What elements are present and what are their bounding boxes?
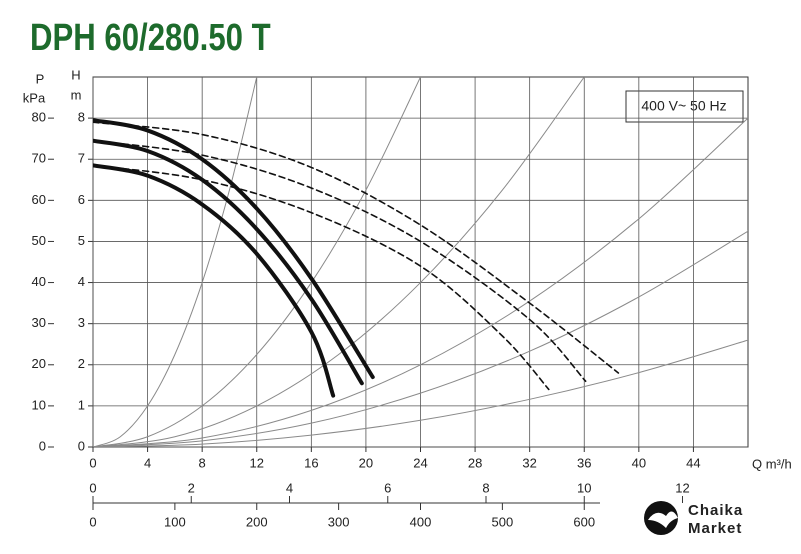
x3-tick-label: 400: [410, 514, 432, 529]
curve: [93, 163, 336, 398]
x2-tick-label: 8: [482, 480, 489, 495]
x2-tick-label: 4: [286, 480, 293, 495]
x2-tick-label: 10: [577, 480, 591, 495]
x-tick-label: 4: [144, 455, 151, 470]
x-tick-label: 44: [686, 455, 700, 470]
x3-tick-label: 100: [164, 514, 186, 529]
y2-tick-label: 40: [32, 274, 46, 289]
logo-bird: [648, 511, 678, 528]
annotation-box: [625, 90, 744, 123]
x-tick-label: 16: [304, 455, 318, 470]
curve: [93, 339, 748, 447]
chart-title: DPH 60/280.50 T: [30, 17, 271, 59]
annotation: 400 V~ 50 Hz: [641, 98, 726, 114]
y2-tick-label: 20: [32, 356, 46, 371]
x3-tick-label: 300: [328, 514, 350, 529]
y2-tick-label: 30: [32, 315, 46, 330]
x-tick-label: 12: [250, 455, 264, 470]
x-tick-label: 28: [468, 455, 482, 470]
x-tick-label: 20: [359, 455, 373, 470]
x-tick-label: 8: [199, 455, 206, 470]
y2-label: kPa: [23, 90, 46, 105]
curve: [93, 230, 748, 447]
watermark-line: Chaika: [688, 502, 743, 519]
y-tick-label: 0: [78, 438, 85, 453]
x-tick-label: 32: [522, 455, 536, 470]
y2-tick-label: 70: [32, 151, 46, 166]
y2-tick-label: 10: [32, 397, 46, 412]
y2-tick-label: 60: [32, 192, 46, 207]
y-tick-label: 6: [78, 192, 85, 207]
x-tick-label: 36: [577, 455, 591, 470]
y-tick-label: 4: [78, 274, 85, 289]
y-tick-label: 5: [78, 233, 85, 248]
y2-label: P: [36, 71, 45, 86]
x3-tick-label: 500: [492, 514, 514, 529]
x3-tick-label: 0: [89, 514, 96, 529]
y2-tick-label: 80: [32, 110, 46, 125]
curve: [93, 138, 364, 386]
curve: [93, 117, 748, 447]
curve: [93, 77, 585, 447]
curve: [93, 164, 550, 391]
y2-tick-label: 0: [39, 438, 46, 453]
x3-tick-label: 200: [246, 514, 268, 529]
y-tick-label: 2: [78, 356, 85, 371]
y-label: H: [71, 67, 80, 82]
x2-tick-label: 6: [384, 480, 391, 495]
y-tick-label: 1: [78, 397, 85, 412]
x-tick-label: 0: [89, 455, 96, 470]
curve: [93, 118, 375, 380]
x2-tick-label: 0: [89, 480, 96, 495]
y-tick-label: 8: [78, 110, 85, 125]
x-label: Q m³/h: [752, 456, 792, 471]
y-label: m: [71, 87, 82, 102]
curve: [93, 121, 620, 374]
x2-tick-label: 2: [188, 480, 195, 495]
x3-tick-label: 600: [573, 514, 595, 529]
curve: [93, 77, 421, 447]
x-tick-label: 40: [632, 455, 646, 470]
x-tick-label: 24: [413, 455, 427, 470]
y-tick-label: 7: [78, 151, 85, 166]
watermark-line: Market: [688, 520, 742, 537]
y2-tick-label: 50: [32, 233, 46, 248]
x2-tick-label: 12: [675, 480, 689, 495]
y-tick-label: 3: [78, 315, 85, 330]
curve: [93, 77, 258, 447]
